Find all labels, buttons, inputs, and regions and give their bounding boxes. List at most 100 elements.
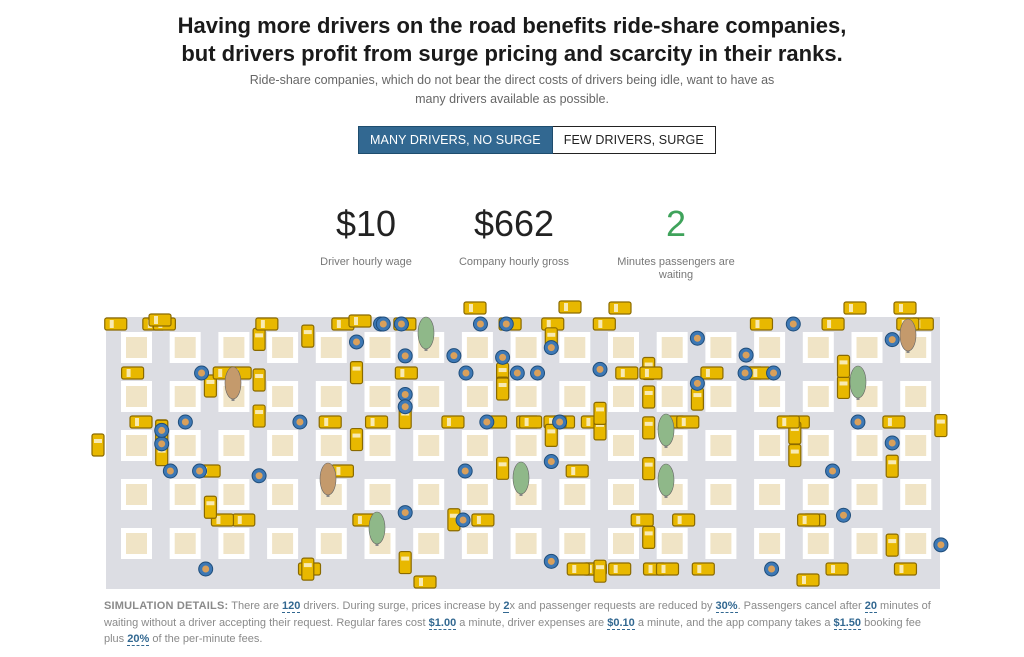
car — [148, 313, 172, 327]
car — [592, 317, 616, 331]
tree — [417, 316, 435, 350]
passenger-head — [854, 418, 862, 426]
passenger-head — [476, 320, 484, 328]
car-windshield — [370, 418, 375, 426]
passenger-head — [379, 320, 387, 328]
city-block-lot — [856, 337, 878, 358]
driver-wage-value: $10 — [335, 203, 397, 244]
city-block-lot — [710, 386, 732, 407]
car-windshield — [644, 390, 653, 395]
city-block-lot — [174, 484, 196, 505]
per-minute-cut-param[interactable]: 20% — [127, 633, 150, 646]
passenger-head — [742, 351, 750, 359]
city-block-lot — [759, 484, 781, 505]
city-block-lot — [272, 533, 294, 554]
passenger-head — [461, 467, 469, 475]
city-block-lot — [905, 386, 927, 407]
car — [836, 375, 851, 400]
tree — [368, 511, 386, 545]
city-block-lot — [905, 435, 927, 456]
expenses-param[interactable]: $0.10 — [607, 616, 635, 630]
passenger-head — [556, 418, 564, 426]
tree — [657, 463, 675, 497]
surge-multiplier-param[interactable]: 2 — [503, 600, 510, 613]
car-windshield — [94, 439, 102, 443]
car-windshield — [802, 576, 806, 584]
car-windshield — [644, 421, 653, 426]
car — [413, 575, 437, 589]
car — [593, 401, 607, 426]
details-text: a minute, driver expenses are — [456, 616, 608, 629]
car-windshield — [644, 462, 653, 467]
headline: Having more drivers on the road benefits… — [112, 12, 912, 68]
car-windshield — [547, 332, 556, 337]
car — [672, 513, 696, 527]
city-block-lot — [564, 484, 586, 505]
car-windshield — [218, 369, 223, 377]
passenger-head — [401, 509, 409, 517]
car — [608, 562, 632, 576]
car-windshield — [644, 362, 653, 367]
car-windshield — [644, 369, 649, 377]
city-block-lot — [564, 533, 586, 554]
subheadline: Ride-share companies, which do not bear … — [232, 71, 792, 109]
passenger-head — [770, 369, 778, 377]
passenger-head — [459, 516, 467, 524]
city-block-lot — [418, 435, 440, 456]
city-block-lot — [807, 435, 829, 456]
details-text: of the per-minute fees. — [149, 633, 263, 645]
car-windshield — [755, 320, 760, 328]
car-windshield — [790, 427, 799, 432]
car — [893, 301, 917, 315]
passenger-head — [296, 418, 304, 426]
car-windshield — [802, 516, 807, 524]
scenario-toggle: MANY DRIVERS, NO SURGE FEW DRIVERS, SURG… — [358, 126, 716, 154]
car-windshield — [524, 418, 529, 426]
car-windshield — [255, 374, 264, 379]
car-windshield — [354, 317, 358, 325]
car — [519, 415, 543, 429]
car-windshield — [839, 381, 848, 386]
car-windshield — [546, 320, 551, 328]
car — [318, 415, 342, 429]
passenger-head — [255, 472, 263, 480]
drivers-count-param[interactable]: 120 — [282, 600, 301, 613]
passenger-head — [768, 565, 776, 573]
city-block-lot — [466, 386, 488, 407]
passenger-head — [158, 426, 166, 434]
fare-param[interactable]: $1.00 — [428, 616, 457, 630]
city-block-lot — [320, 386, 342, 407]
cancel-minutes-param[interactable]: 20 — [864, 600, 877, 613]
car — [749, 317, 774, 331]
booking-fee-param[interactable]: $1.50 — [833, 616, 862, 630]
passenger-head — [513, 369, 521, 377]
passenger-head — [196, 467, 204, 475]
few-drivers-surge-button[interactable]: FEW DRIVERS, SURGE — [552, 126, 716, 154]
passenger-head — [741, 369, 749, 377]
car — [691, 562, 715, 576]
city-block-lot — [272, 386, 294, 407]
car-windshield — [401, 556, 410, 561]
tree — [224, 366, 242, 400]
car-windshield — [596, 407, 604, 412]
request-reduction-param[interactable]: 30% — [715, 600, 738, 613]
city-block-lot — [126, 435, 147, 456]
passenger-head — [534, 369, 542, 377]
car — [394, 366, 418, 380]
city-block-lot — [905, 484, 927, 505]
city-block-lot — [613, 435, 634, 456]
car-windshield — [449, 513, 458, 518]
car-windshield — [206, 379, 215, 384]
city-block-lot — [369, 484, 391, 505]
company-gross-stat: $662 Company hourly gross — [446, 202, 582, 269]
car-windshield — [498, 383, 507, 388]
car-windshield — [469, 304, 473, 312]
driver-wage-label: Driver hourly wage — [320, 256, 412, 268]
car-windshield — [549, 418, 554, 426]
car — [821, 317, 845, 331]
many-drivers-no-surge-button[interactable]: MANY DRIVERS, NO SURGE — [358, 126, 553, 154]
car — [796, 573, 820, 587]
car-windshield — [109, 320, 114, 328]
city-block-lot — [661, 386, 683, 407]
details-text: booking fee plus — [104, 616, 921, 646]
